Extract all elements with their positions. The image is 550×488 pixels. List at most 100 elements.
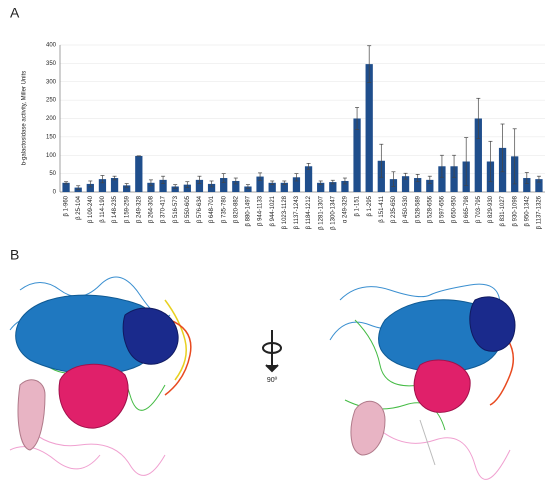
bar: [159, 179, 167, 192]
bar: [414, 178, 422, 192]
error-bar: [76, 185, 81, 190]
x-tick-label: β 450-530: [403, 195, 409, 223]
error-bar: [415, 174, 420, 183]
x-tick-label: β 159-259: [124, 195, 130, 223]
x-tick-label: β 370-417: [161, 195, 167, 223]
error-bar: [355, 107, 360, 130]
x-tick-label: β 148-235: [112, 195, 118, 223]
bar: [292, 177, 301, 192]
panel-label: B: [10, 247, 19, 263]
x-tick-label: β 151-411: [379, 195, 385, 222]
x-tick-label: β 109-240: [88, 195, 94, 223]
x-tick-label: β 235-650: [391, 195, 397, 223]
x-tick-label: β 1137-1243: [294, 195, 300, 229]
error-bar: [282, 180, 287, 185]
x-tick-label: β 831-1027: [500, 195, 506, 226]
rotation-label: 90º: [267, 377, 278, 384]
error-bar: [403, 172, 408, 180]
error-bar: [209, 180, 214, 188]
error-bar: [124, 183, 129, 188]
error-bar: [524, 172, 529, 184]
y-tick-label: 400: [46, 43, 57, 49]
bar: [523, 178, 531, 192]
x-tick-label: β 944-1133: [258, 195, 264, 226]
error-bar: [173, 184, 178, 189]
x-tick-label: β 528-589: [415, 195, 421, 223]
error-bar: [500, 123, 505, 173]
error-bar: [294, 173, 299, 182]
error-bar: [270, 180, 275, 185]
x-tick-label: β 829-930: [488, 195, 494, 223]
bar: [535, 179, 543, 192]
error-bar: [64, 181, 69, 185]
y-tick-label: 350: [46, 61, 57, 67]
x-tick-label: β 665-798: [464, 195, 470, 223]
bar: [74, 187, 82, 192]
rotation-arrow: [262, 330, 282, 373]
error-bar: [367, 45, 372, 83]
bar: [353, 118, 361, 192]
bar: [304, 166, 313, 192]
bar: [110, 178, 119, 192]
error-bar: [439, 154, 444, 178]
bar: [123, 185, 131, 192]
bar: [135, 155, 143, 192]
x-tick-label: β 1-295: [367, 195, 373, 216]
bar: [401, 176, 410, 192]
y-tick-label: 100: [46, 153, 57, 159]
bar: [329, 182, 337, 192]
bar: [268, 182, 276, 192]
bar: [207, 183, 216, 192]
bar: [365, 64, 373, 192]
x-tick-label: β 648-701: [209, 195, 215, 223]
x-tick-label: β 516-573: [173, 195, 179, 223]
error-bar: [452, 154, 457, 178]
bar: [86, 183, 94, 192]
x-tick-label: β 1-960: [64, 195, 70, 216]
x-tick-label: β 930-1098: [512, 195, 518, 226]
y-tick-label: 50: [49, 171, 56, 177]
x-tick-label: β 703-795: [476, 195, 482, 223]
x-tick-label: β 950-1342: [524, 195, 530, 226]
y-tick-label: 300: [46, 79, 57, 85]
y-axis-label: b-galactosidase activity, Miller Units: [22, 71, 28, 166]
x-tick-label: β 597-656: [440, 195, 446, 223]
x-tick-label: β 249-328: [136, 195, 142, 223]
x-tick-label: β 1137-1326: [537, 195, 543, 229]
error-bar: [306, 162, 311, 170]
bar: [220, 178, 228, 192]
error-bar: [464, 137, 469, 186]
error-bar: [161, 175, 166, 184]
y-tick-label: 0: [53, 190, 57, 196]
x-tick-label: β 944-1021: [270, 195, 276, 226]
error-bar: [112, 175, 117, 181]
x-tick-label: β 1300-1347: [330, 195, 336, 229]
bar: [474, 118, 482, 192]
x-tick-label: α 249-329: [343, 195, 349, 223]
x-tick-label: β 25-104: [76, 195, 82, 219]
error-bar: [476, 97, 481, 140]
bar: [98, 179, 107, 192]
structure-right: [329, 283, 516, 480]
bar: [341, 180, 349, 192]
bar: [232, 180, 240, 192]
error-bar: [185, 181, 190, 188]
error-bar: [379, 143, 384, 178]
error-bar: [258, 172, 263, 181]
bar: [426, 179, 434, 192]
bar: [317, 182, 325, 192]
x-tick-label: β 1184-1212: [306, 195, 312, 229]
error-bar: [536, 175, 541, 183]
x-tick-label: β 1281-1307: [318, 195, 324, 229]
x-tick-label: β 820-882: [233, 195, 239, 223]
y-tick-label: 250: [46, 98, 57, 104]
bar: [244, 186, 252, 192]
error-bar: [245, 184, 250, 189]
structure-left: [9, 276, 192, 476]
bar: [183, 184, 191, 192]
error-bar: [197, 175, 202, 184]
x-tick-label: β 576-634: [197, 195, 203, 223]
error-bar: [318, 180, 323, 185]
panel-label: A: [10, 5, 20, 21]
